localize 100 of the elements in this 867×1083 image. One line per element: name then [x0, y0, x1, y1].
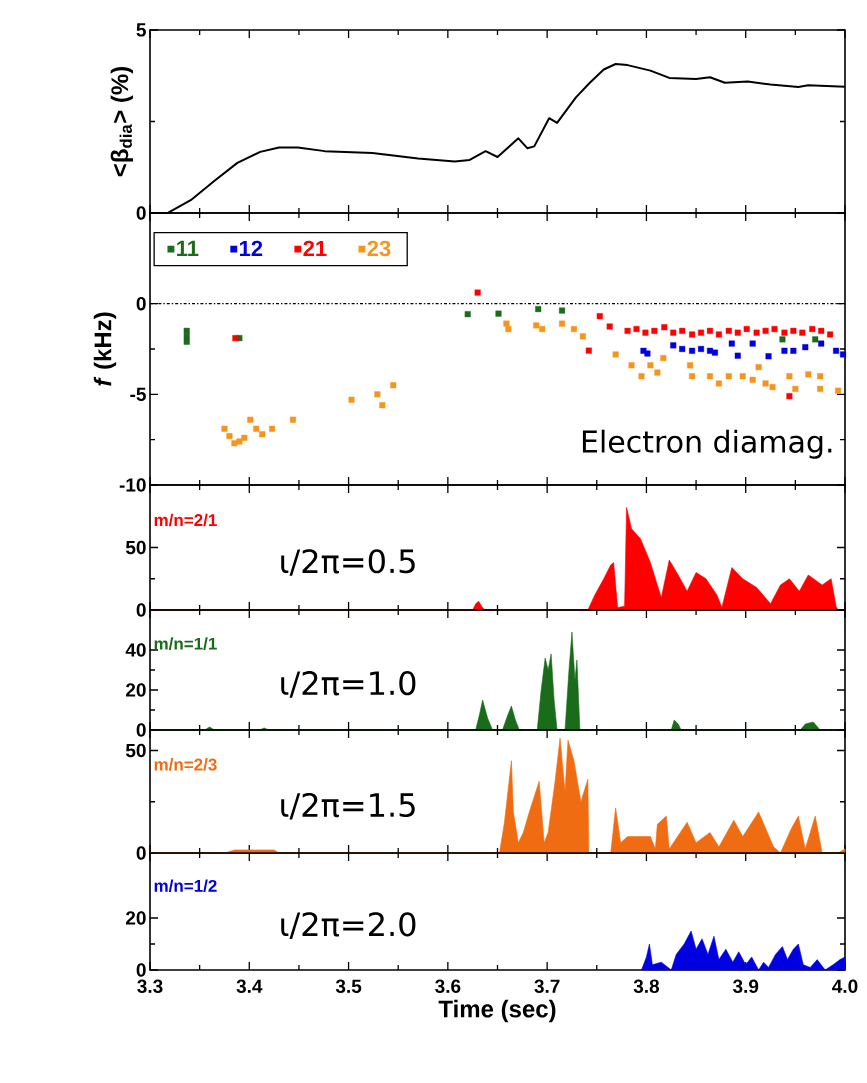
y-axis-title: f (kHz): [93, 312, 117, 386]
point: [706, 373, 713, 380]
point: [628, 362, 635, 369]
point: [505, 326, 512, 333]
x-tick-label: 3.5: [335, 979, 362, 994]
point: [715, 380, 722, 387]
point: [183, 327, 190, 334]
legend-label: 21: [303, 240, 327, 257]
point: [689, 373, 696, 380]
point: [606, 323, 613, 330]
annotation: m/n=2/1: [154, 513, 217, 527]
point: [539, 326, 546, 333]
legend-label: 23: [367, 240, 391, 257]
point: [687, 362, 694, 369]
point: [689, 331, 696, 338]
legend-label: 11: [177, 240, 199, 256]
point: [728, 340, 735, 347]
point: [647, 362, 654, 369]
point: [644, 350, 651, 357]
y-tick-label: 20: [125, 911, 146, 925]
point: [809, 326, 816, 333]
point: [725, 373, 732, 380]
point: [781, 329, 788, 336]
point: [679, 327, 686, 334]
annotation: m/n=1/2: [154, 879, 217, 893]
point: [802, 344, 809, 351]
y-tick-label: 5: [136, 23, 146, 37]
y-tick-label: 0: [136, 963, 146, 977]
point: [840, 351, 847, 358]
point: [633, 326, 640, 333]
annotation: ι/2π=1.0: [281, 671, 416, 698]
point: [833, 347, 840, 354]
point: [654, 369, 661, 376]
y-tick-label: 0: [136, 846, 146, 860]
point: [755, 364, 762, 371]
point: [762, 380, 769, 387]
point: [734, 329, 741, 336]
point: [827, 331, 834, 338]
point: [390, 382, 397, 389]
point: [771, 326, 778, 333]
point: [739, 373, 746, 380]
y-tick-label: -10: [119, 478, 146, 492]
point: [818, 340, 825, 347]
point: [585, 347, 592, 354]
point: [670, 342, 677, 349]
point: [698, 329, 705, 336]
annotation: Electron diamag.: [582, 429, 832, 459]
y-tick-label: 50: [125, 743, 146, 758]
point: [749, 376, 756, 383]
point: [812, 336, 819, 343]
y-tick-label: 0: [136, 206, 146, 220]
point: [749, 340, 756, 347]
x-tick-label: 4.0: [832, 979, 858, 993]
annotation: m/n=2/3: [154, 758, 217, 771]
x-tick-label: 3.7: [534, 979, 560, 994]
point: [835, 387, 842, 394]
point: [817, 373, 824, 380]
point: [762, 327, 769, 334]
point: [638, 373, 645, 380]
point: [725, 327, 732, 334]
point: [474, 289, 481, 296]
point: [651, 327, 658, 334]
point: [241, 434, 248, 441]
point: [221, 425, 228, 432]
point: [706, 327, 713, 334]
point: [779, 336, 786, 343]
point: [765, 353, 772, 360]
y-tick-label: 0: [136, 603, 146, 617]
point: [799, 329, 806, 336]
point: [379, 402, 386, 409]
x-tick-label: 3.4: [236, 979, 263, 994]
x-tick-label: 3.6: [435, 979, 461, 994]
point: [559, 307, 566, 314]
point: [790, 327, 797, 334]
point: [253, 425, 260, 432]
point: [817, 385, 824, 392]
point: [734, 352, 741, 359]
point: [231, 440, 238, 447]
x-axis-title: Time (sec): [438, 999, 556, 1023]
point: [289, 416, 296, 423]
point: [183, 333, 190, 340]
x-tick-label: 3.3: [137, 979, 163, 994]
point: [786, 373, 793, 380]
point: [624, 327, 631, 334]
point: [689, 347, 696, 354]
point: [495, 310, 502, 317]
point: [792, 385, 799, 392]
point: [570, 326, 577, 333]
point: [374, 391, 381, 398]
point: [818, 327, 825, 334]
point: [226, 433, 233, 440]
y-tick-label: 0: [136, 723, 146, 737]
y-tick-label: 20: [125, 683, 146, 697]
point: [533, 322, 540, 329]
point: [269, 425, 276, 432]
point: [698, 345, 705, 352]
point: [535, 306, 542, 313]
point: [743, 326, 750, 333]
annotation: ι/2π=0.5: [281, 549, 415, 576]
point: [259, 431, 266, 438]
